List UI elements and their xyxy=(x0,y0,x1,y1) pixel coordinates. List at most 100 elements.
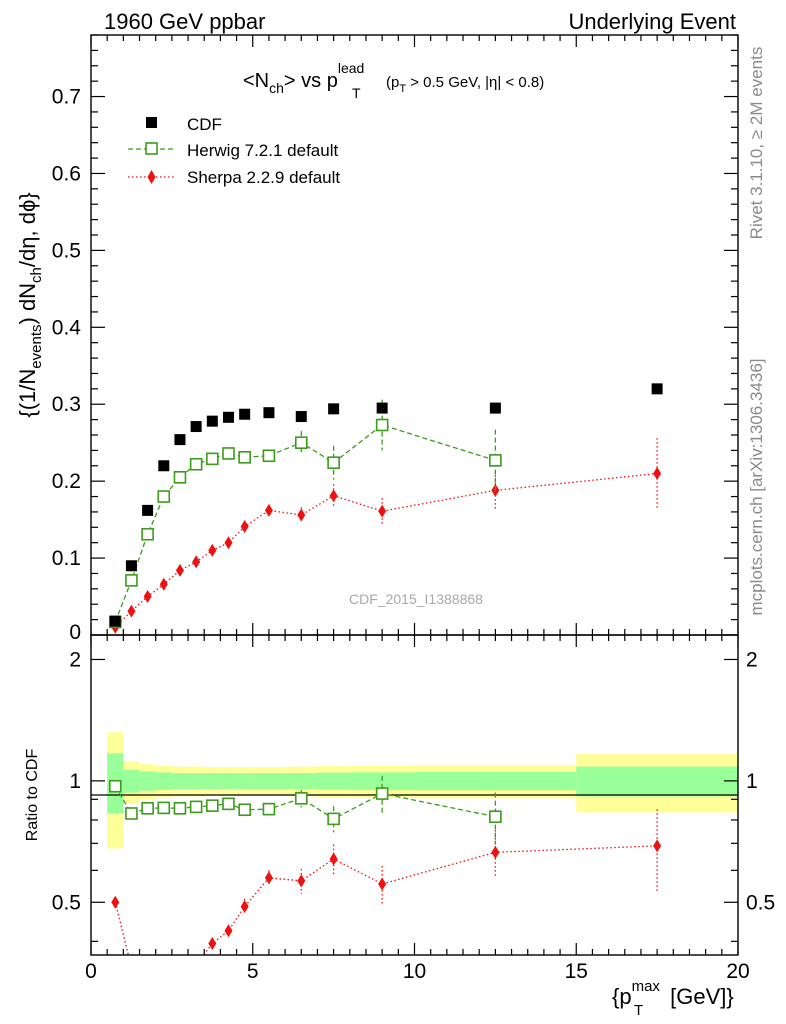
ratio-inner-band xyxy=(155,772,172,790)
main-data-point xyxy=(173,471,187,484)
ratio-inner-band xyxy=(220,773,237,789)
x-tick-labels: 0 5 10 15 20 xyxy=(85,960,750,983)
watermark-text: CDF_2015_I1388868 xyxy=(349,591,483,607)
ratio-inner-band xyxy=(139,771,156,791)
ratio-data-point xyxy=(208,937,217,951)
main-y-tick-label: 0.1 xyxy=(52,547,81,570)
main-y-tick-label: 0.3 xyxy=(52,393,81,416)
x-tick-label: 20 xyxy=(726,960,749,983)
main-series-layer xyxy=(108,383,663,634)
title-pt-sub: T xyxy=(352,85,361,101)
ratio-uncertainty-bands xyxy=(107,732,738,849)
ratio-data-point xyxy=(378,877,387,891)
xlabel-part-a: {p xyxy=(612,984,632,1009)
main-data-point xyxy=(143,590,152,604)
ratio-series-sherpa xyxy=(111,809,662,955)
main-data-point xyxy=(222,447,235,460)
main-data-point xyxy=(174,434,186,446)
legend-label-cdf: CDF xyxy=(187,115,222,134)
main-panel: CDF_2015_I1388868 0.10.20.30.40.50.60.70… xyxy=(15,34,739,644)
title-vs: > vs p xyxy=(284,70,338,92)
legend-entry-cdf: CDF xyxy=(146,115,222,134)
x-axis-label: {pmax T [GeV]} xyxy=(612,978,734,1019)
ratio-y-tick-label: 0.5 xyxy=(52,891,81,914)
xlabel-part-b: [GeV]} xyxy=(664,984,734,1009)
ratio-inner-band xyxy=(414,771,577,791)
ratio-data-point xyxy=(111,895,120,909)
main-data-point xyxy=(125,574,138,587)
main-data-point xyxy=(489,402,501,414)
x-tick-label: 15 xyxy=(565,960,588,983)
ratio-y-tick-label: 2 xyxy=(69,648,81,671)
main-data-point xyxy=(295,411,307,423)
main-data-point xyxy=(653,466,662,480)
main-data-point xyxy=(328,403,340,415)
main-y-tick-label: 0.6 xyxy=(52,162,81,185)
ratio-inner-band xyxy=(236,773,253,789)
title-nch-sub: ch xyxy=(269,80,284,96)
side-note-rivet: Rivet 3.1.10, ≥ 2M events xyxy=(747,47,766,240)
main-y-tick-label: 0.7 xyxy=(52,86,81,109)
ratio-y-axis-label: Ratio to CDF xyxy=(24,749,41,842)
title-nch: <N xyxy=(243,70,269,92)
ratio-inner-band xyxy=(576,766,738,797)
legend-entry-herwig: Herwig 7.2.1 default xyxy=(128,141,338,160)
ratio-inner-band xyxy=(349,772,415,790)
ratio-data-point xyxy=(238,803,251,817)
ratio-data-point xyxy=(224,924,233,938)
ratio-series-layer xyxy=(108,775,662,955)
main-data-point xyxy=(222,411,234,423)
main-axis-ticks xyxy=(90,34,739,636)
legend-label-herwig: Herwig 7.2.1 default xyxy=(187,141,338,160)
main-data-point xyxy=(378,504,387,518)
legend-entry-sherpa: Sherpa 2.2.9 default xyxy=(128,168,340,187)
main-data-point xyxy=(239,408,251,420)
ratio-data-point xyxy=(329,852,338,866)
legend: CDF Herwig 7.2.1 default Sherpa 2.2.9 de… xyxy=(128,115,340,187)
legend-marker-sherpa xyxy=(147,170,156,184)
ylabel-sub-events: events xyxy=(28,325,45,369)
main-data-point xyxy=(142,504,154,516)
main-data-point xyxy=(264,503,273,517)
main-data-point xyxy=(376,402,388,414)
main-series-cdf xyxy=(109,383,663,627)
ratio-data-point xyxy=(125,807,138,820)
ratio-series-herwig xyxy=(108,775,502,845)
ratio-data-point xyxy=(141,802,154,815)
title-cuts: (p xyxy=(386,74,399,91)
title-cuts-sub: T xyxy=(399,83,406,95)
ylabel-part-b: ) dN xyxy=(15,283,40,325)
ratio-inner-band xyxy=(285,773,318,789)
legend-marker-herwig xyxy=(145,142,158,155)
ratio-axis-ticks xyxy=(90,635,739,955)
ratio-panel: 0.5 0.5 1 1 2 2 0 5 10 15 20 Ratio to CDF {pmax T … xyxy=(24,634,775,1019)
header-right-text: Underlying Event xyxy=(568,9,736,34)
main-data-point xyxy=(224,536,233,550)
ratio-inner-band xyxy=(317,772,350,790)
x-tick-label: 5 xyxy=(247,960,259,983)
main-data-point xyxy=(190,421,202,433)
ratio-inner-band xyxy=(171,773,189,789)
ratio-data-point xyxy=(262,802,276,816)
main-data-point xyxy=(175,563,184,577)
ratio-data-point xyxy=(489,810,502,823)
ratio-series-line xyxy=(114,845,658,955)
main-data-point xyxy=(238,451,251,464)
ratio-data-point xyxy=(327,812,340,826)
main-data-point xyxy=(240,520,249,534)
ratio-data-point xyxy=(222,797,235,811)
main-data-point xyxy=(489,454,502,467)
legend-marker-cdf xyxy=(146,117,157,128)
ratio-data-point xyxy=(206,799,219,812)
main-data-point xyxy=(294,436,308,449)
main-y-tick-label: 0.4 xyxy=(52,316,82,339)
ratio-data-point xyxy=(653,839,662,853)
ratio-inner-band xyxy=(123,769,140,793)
ylabel-part-c: /dη, dϕ} xyxy=(15,192,40,267)
main-data-point xyxy=(297,508,306,522)
main-data-point xyxy=(206,452,219,466)
ratio-inner-band xyxy=(204,773,221,789)
ratio-y-tick-label-right: 2 xyxy=(746,648,758,671)
main-data-point xyxy=(262,449,276,463)
ratio-data-point xyxy=(297,874,306,888)
